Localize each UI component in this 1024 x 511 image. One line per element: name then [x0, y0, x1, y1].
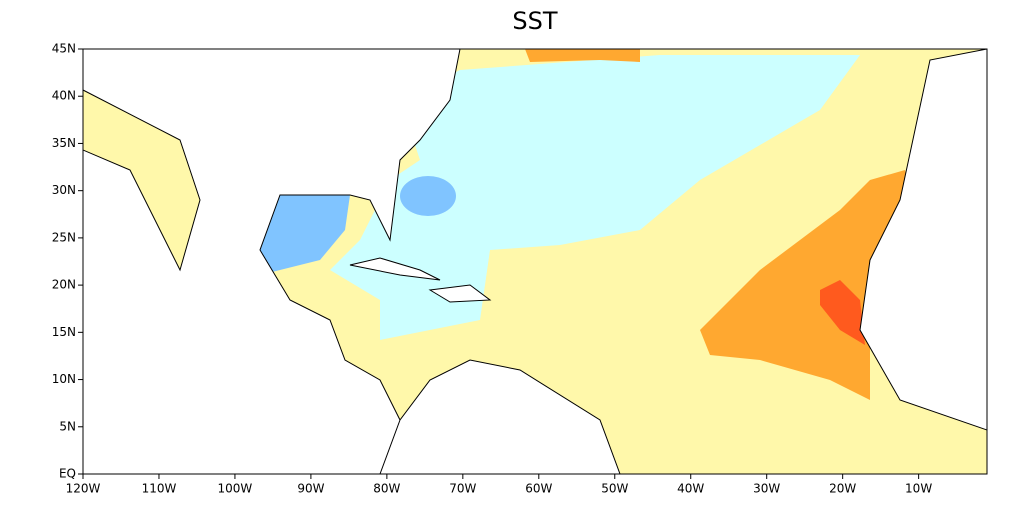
x-tick-label: 100W	[218, 482, 253, 496]
cold-anomaly	[400, 176, 456, 216]
land	[349, 257, 441, 281]
y-tick-label: 5N	[59, 419, 76, 433]
map-title: SST	[512, 7, 557, 35]
y-tick-label: 10N	[52, 372, 76, 386]
y-tick-label: 25N	[52, 230, 76, 244]
x-tick-label: 110W	[142, 482, 177, 496]
x-tick-label: 70W	[449, 482, 476, 496]
y-tick-label: 15N	[52, 325, 76, 339]
x-tick-label: 40W	[677, 482, 704, 496]
x-tick-label: 90W	[297, 482, 324, 496]
sst-field	[83, 49, 987, 474]
y-tick-label: EQ	[59, 467, 76, 481]
y-tick-label: 40N	[52, 89, 76, 103]
cold-anomaly	[255, 195, 350, 275]
x-tick-label: 30W	[753, 482, 780, 496]
land	[83, 49, 461, 474]
y-tick-label: 20N	[52, 278, 76, 292]
land	[428, 284, 492, 303]
y-tick-label: 30N	[52, 183, 76, 197]
strong-warm-anomaly	[700, 170, 910, 400]
x-tick-label: 20W	[829, 482, 856, 496]
x-tick-label: 120W	[66, 482, 101, 496]
land	[379, 359, 621, 474]
x-tick-label: 60W	[525, 482, 552, 496]
x-tick-label: 10W	[905, 482, 932, 496]
cool-anomaly	[330, 55, 860, 340]
extreme-warm-anomaly	[820, 280, 865, 345]
y-tick-label: 45N	[52, 42, 76, 56]
land	[859, 49, 987, 431]
x-tick-label: 50W	[601, 482, 628, 496]
x-tick-label: 80W	[373, 482, 400, 496]
strong-warm-anomaly	[525, 49, 640, 62]
y-tick-label: 35N	[52, 136, 76, 150]
plot-frame	[82, 48, 988, 475]
